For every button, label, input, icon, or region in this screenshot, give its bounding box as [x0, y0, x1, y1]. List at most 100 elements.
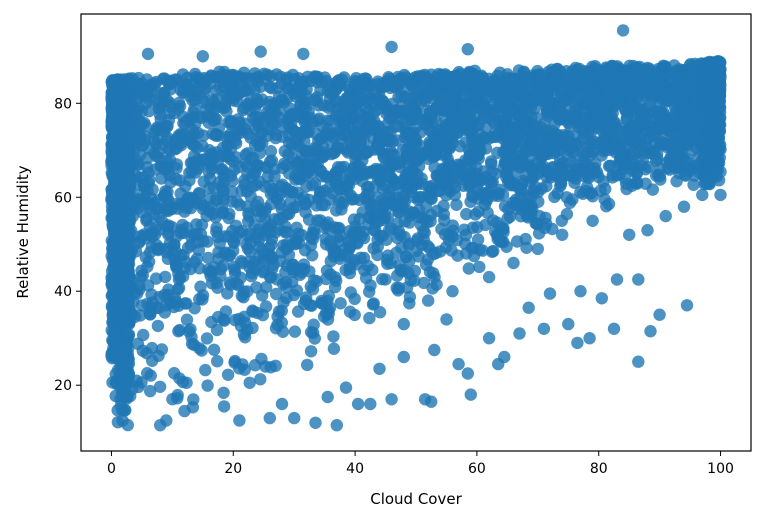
data-point	[289, 237, 302, 251]
data-point	[148, 77, 162, 90]
data-point	[568, 176, 581, 189]
data-point	[229, 219, 243, 232]
data-point	[615, 157, 628, 170]
data-point	[366, 263, 379, 277]
data-point	[294, 193, 307, 206]
data-point	[620, 182, 633, 196]
data-point	[265, 123, 278, 137]
data-point	[292, 305, 305, 318]
data-point	[172, 325, 185, 338]
data-point	[450, 198, 463, 211]
data-point	[534, 160, 547, 173]
data-point	[293, 173, 307, 186]
data-point	[482, 132, 496, 145]
data-point	[132, 77, 145, 90]
data-point	[419, 258, 433, 271]
data-point	[429, 71, 442, 84]
data-point	[159, 162, 173, 175]
data-point	[498, 200, 512, 213]
data-point	[597, 175, 610, 188]
data-point	[243, 210, 256, 223]
data-point	[417, 233, 430, 246]
data-point	[230, 151, 243, 164]
data-point	[172, 267, 185, 281]
data-point	[258, 205, 272, 218]
data-point	[109, 237, 123, 250]
data-point	[460, 207, 473, 221]
data-point	[406, 75, 419, 89]
data-point	[265, 238, 278, 251]
data-point	[574, 185, 587, 199]
data-point	[382, 224, 396, 237]
data-point	[275, 246, 288, 259]
data-point	[254, 373, 267, 386]
data-point	[163, 100, 176, 113]
data-point	[280, 291, 293, 305]
data-point	[478, 102, 491, 115]
data-point	[490, 77, 503, 90]
data-point	[243, 83, 256, 96]
data-point	[392, 90, 405, 104]
data-point	[155, 343, 169, 356]
data-point	[343, 172, 357, 186]
data-point	[274, 198, 287, 211]
data-point	[590, 86, 603, 99]
data-point	[327, 330, 340, 343]
data-point	[633, 60, 646, 74]
data-point	[459, 228, 473, 242]
data-point	[121, 418, 134, 432]
data-point	[164, 176, 177, 189]
data-point	[462, 262, 475, 275]
data-point	[557, 95, 570, 108]
data-point	[343, 305, 357, 318]
data-point	[670, 175, 683, 188]
data-point	[325, 240, 338, 253]
data-point	[688, 169, 701, 182]
data-point	[687, 178, 700, 191]
data-point	[652, 99, 665, 112]
data-point	[653, 69, 667, 83]
data-point	[238, 178, 251, 191]
data-point	[270, 287, 283, 301]
data-point	[106, 316, 119, 329]
data-point	[620, 112, 634, 125]
data-point	[657, 120, 670, 133]
data-point	[306, 232, 320, 246]
data-point	[336, 197, 350, 210]
data-point	[141, 297, 154, 310]
data-point	[330, 274, 343, 287]
data-point	[221, 368, 235, 381]
data-point	[174, 187, 187, 200]
data-point	[371, 233, 384, 246]
data-point	[213, 80, 226, 94]
data-point	[610, 133, 624, 146]
data-point	[151, 319, 165, 333]
data-point	[136, 206, 149, 219]
data-point	[265, 82, 278, 95]
data-point	[476, 71, 489, 84]
data-point	[509, 148, 522, 162]
data-point	[586, 190, 599, 203]
data-point	[141, 185, 154, 198]
data-point	[162, 283, 175, 296]
data-point	[153, 96, 166, 110]
data-point	[224, 169, 238, 182]
data-point	[218, 314, 231, 327]
data-point	[365, 202, 378, 215]
data-point	[304, 299, 317, 312]
data-point	[408, 206, 421, 219]
data-point	[654, 173, 667, 186]
data-point	[416, 149, 429, 162]
data-point	[208, 181, 221, 195]
data-point	[116, 390, 129, 403]
data-point	[380, 107, 393, 120]
data-point	[402, 266, 415, 280]
data-point	[366, 298, 380, 311]
data-point	[199, 103, 213, 116]
data-point	[135, 376, 148, 389]
data-point	[375, 82, 388, 95]
data-point	[524, 191, 538, 204]
data-point	[548, 190, 561, 204]
data-point	[566, 193, 579, 206]
data-point	[356, 174, 369, 188]
